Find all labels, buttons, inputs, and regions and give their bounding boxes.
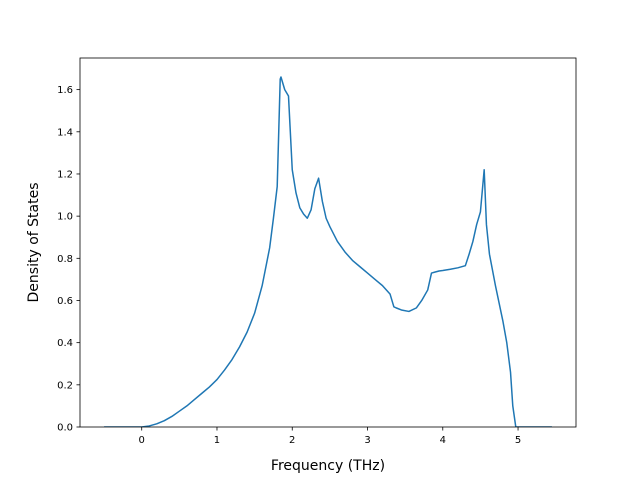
x-axis-title: Frequency (THz) bbox=[271, 458, 385, 474]
y-tick-label: 0.4 bbox=[57, 338, 73, 349]
x-tick-label: 0 bbox=[139, 435, 145, 446]
x-tick-label: 2 bbox=[289, 435, 295, 446]
tick-layer: 0 1 2 3 4 5 0.0 0.2 0.4 0.6 0.8 1.0 1.2 1.4 1.6 bbox=[57, 85, 521, 446]
dos-series-line bbox=[104, 76, 552, 427]
y-tick-label: 0.0 bbox=[57, 423, 73, 434]
y-tick-label: 1.2 bbox=[57, 169, 73, 180]
y-tick-label: 0.8 bbox=[57, 254, 73, 265]
y-tick-label: 1.4 bbox=[57, 127, 73, 138]
plot-frame bbox=[79, 57, 577, 428]
y-tick-label: 0.6 bbox=[57, 296, 73, 307]
y-axis-title: Density of States bbox=[26, 183, 42, 303]
y-tick-label: 1.6 bbox=[57, 85, 73, 96]
x-tick-label: 3 bbox=[364, 435, 370, 446]
x-tick-label: 4 bbox=[440, 435, 446, 446]
plot-layer bbox=[104, 76, 552, 427]
x-tick-label: 5 bbox=[515, 435, 521, 446]
y-tick-label: 1.0 bbox=[57, 212, 73, 223]
x-tick-label: 1 bbox=[214, 435, 220, 446]
y-tick-label: 0.2 bbox=[57, 380, 73, 391]
